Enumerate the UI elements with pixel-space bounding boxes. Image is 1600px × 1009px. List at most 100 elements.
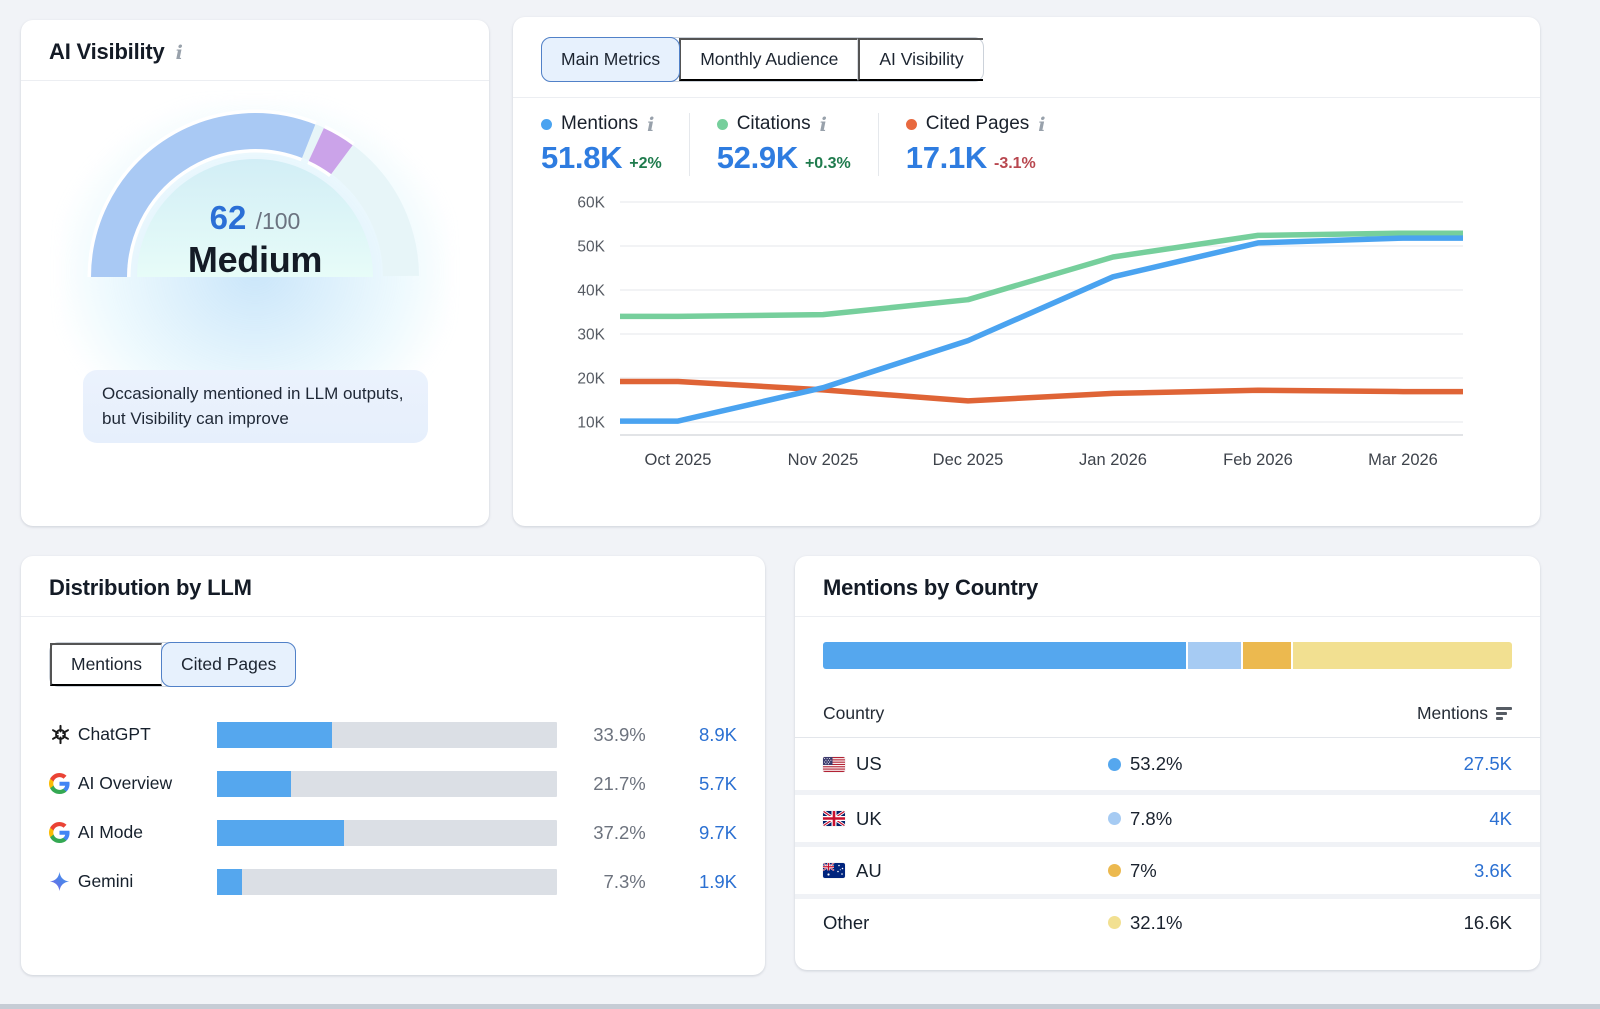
visibility-gauge: 62 /100 Medium bbox=[21, 81, 489, 411]
metric-name: Cited Pages bbox=[925, 113, 1030, 134]
country-dot bbox=[1108, 916, 1121, 929]
gauge-description: Occasionally mentioned in LLM outputs, b… bbox=[83, 370, 428, 444]
country-mentions-value: 16.6K bbox=[1463, 911, 1512, 933]
svg-text:40K: 40K bbox=[577, 283, 605, 300]
llm-rows: ChatGPT 33.9% 8.9K AI Overview 21.7% 5.7… bbox=[21, 687, 765, 906]
info-icon[interactable]: i bbox=[647, 113, 655, 136]
country-table: US 53.2% 27.5K UK 7.8% 4K AU 7% 3.6K Othe… bbox=[795, 738, 1540, 946]
metric-name: Citations bbox=[736, 113, 811, 134]
llm-bar-fill bbox=[217, 868, 242, 895]
country-stacked-bar bbox=[823, 642, 1512, 669]
table-header-divider bbox=[795, 737, 1540, 738]
country-mentions-value[interactable]: 4K bbox=[1489, 807, 1512, 829]
mentions-column-header[interactable]: Mentions bbox=[1417, 703, 1512, 724]
gauge-score: 62 bbox=[209, 199, 247, 236]
metric-delta: +2% bbox=[629, 155, 662, 172]
country-row-au: AU 7% 3.6K bbox=[795, 842, 1540, 894]
gauge-arc bbox=[87, 109, 419, 278]
llm-name: AI Overview bbox=[77, 773, 173, 793]
metric-dot bbox=[905, 118, 917, 130]
llm-row-chatgpt: ChatGPT 33.9% 8.9K bbox=[49, 710, 737, 759]
llm-value-link[interactable]: 5.7K bbox=[698, 772, 737, 794]
llm-tab-mentions[interactable]: Mentions bbox=[50, 643, 163, 686]
tab-main-metrics[interactable]: Main Metrics bbox=[541, 37, 681, 82]
country-row-uk: UK 7.8% 4K bbox=[795, 790, 1540, 842]
country-column-header: Country bbox=[823, 703, 885, 723]
metric-name: Mentions bbox=[561, 113, 639, 134]
llm-name: AI Mode bbox=[77, 822, 144, 842]
llm-bar-fill bbox=[217, 721, 333, 748]
metric-mentions: Mentions i 51.8K +2% bbox=[541, 113, 689, 176]
metric-cited-pages: Cited Pages i 17.1K -3.1% bbox=[877, 113, 1073, 176]
google-icon bbox=[49, 773, 78, 794]
metrics-chart-wrap: 10K 20K 30K 40K 50K 60K Oct 2025 Nov 2025 Dec 20… bbox=[513, 178, 1540, 485]
svg-text:30K: 30K bbox=[577, 327, 605, 344]
metric-citations: Citations i 52.9K +0.3% bbox=[688, 113, 878, 176]
country-name: US bbox=[856, 753, 882, 774]
svg-text:Dec 2025: Dec 2025 bbox=[933, 451, 1004, 469]
country-header-divider bbox=[795, 616, 1540, 617]
main-metrics-card: Main Metrics Monthly Audience AI Visibilit… bbox=[513, 17, 1540, 526]
google-icon bbox=[49, 822, 78, 843]
info-icon[interactable]: i bbox=[819, 113, 827, 136]
llm-value-link[interactable]: 9.7K bbox=[698, 821, 737, 843]
llm-tab-cited-pages[interactable]: Cited Pages bbox=[161, 642, 297, 687]
metrics-line-chart: 10K 20K 30K 40K 50K 60K Oct 2025 Nov 2025 Dec 20… bbox=[577, 195, 1463, 469]
tab-ai-visibility[interactable]: AI Visibility bbox=[858, 38, 983, 81]
ai-visibility-card: AI Visibility i 62 /100 Medium Occasiona… bbox=[21, 20, 489, 526]
llm-row-ai-overview: AI Overview 21.7% 5.7K bbox=[49, 759, 737, 808]
stack-segment-us bbox=[823, 642, 1187, 669]
chatgpt-icon bbox=[49, 723, 78, 746]
tab-monthly-audience[interactable]: Monthly Audience bbox=[679, 38, 859, 81]
llm-percent: 7.3% bbox=[603, 870, 646, 892]
llm-percent: 21.7% bbox=[593, 772, 646, 794]
metrics-summary-row: Mentions i 51.8K +2% Citations i 52.9K +0.… bbox=[513, 98, 1540, 178]
country-mentions-value[interactable]: 27.5K bbox=[1463, 753, 1512, 774]
gauge-score-block: 62 /100 Medium bbox=[21, 199, 489, 281]
svg-text:10K: 10K bbox=[577, 415, 605, 432]
llm-row-ai-mode: AI Mode 37.2% 9.7K bbox=[49, 808, 737, 857]
metric-value: 51.8K +2% bbox=[541, 140, 662, 175]
tabs-divider bbox=[513, 97, 1540, 98]
country-card-title: Mentions by Country bbox=[823, 575, 1038, 600]
metrics-tabgroup: Main Metrics Monthly Audience AI Visibilit… bbox=[541, 37, 984, 82]
country-mentions-value[interactable]: 3.6K bbox=[1473, 859, 1512, 881]
info-icon[interactable]: i bbox=[175, 41, 183, 64]
stack-segment-au bbox=[1243, 642, 1291, 669]
sort-descending-icon bbox=[1496, 707, 1512, 720]
gemini-icon bbox=[49, 871, 78, 892]
mentions-by-country-card: Mentions by Country Country Mentions US … bbox=[795, 556, 1540, 970]
uk-flag bbox=[823, 811, 845, 826]
llm-percent: 33.9% bbox=[593, 723, 646, 745]
header-divider bbox=[21, 80, 489, 81]
country-row-us: US 53.2% 27.5K bbox=[795, 738, 1540, 790]
distribution-by-llm-card: Distribution by LLM Mentions Cited Pages … bbox=[21, 556, 765, 975]
metric-delta: -3.1% bbox=[993, 155, 1036, 172]
llm-percent: 37.2% bbox=[593, 821, 646, 843]
svg-text:20K: 20K bbox=[577, 371, 605, 388]
svg-text:Jan 2026: Jan 2026 bbox=[1079, 451, 1147, 469]
llm-value-link[interactable]: 8.9K bbox=[698, 723, 737, 745]
llm-value-link[interactable]: 1.9K bbox=[698, 870, 737, 892]
llm-bar-fill bbox=[217, 819, 344, 846]
llm-name: ChatGPT bbox=[77, 724, 151, 744]
svg-text:60K: 60K bbox=[577, 195, 605, 212]
llm-bar bbox=[217, 721, 558, 748]
us-flag bbox=[823, 756, 845, 772]
window-bottom-edge bbox=[0, 1004, 1600, 1009]
llm-bar-fill bbox=[217, 770, 291, 797]
llm-header-divider bbox=[21, 616, 765, 617]
stack-segment-uk bbox=[1188, 642, 1242, 669]
country-name: UK bbox=[856, 807, 882, 829]
au-flag bbox=[823, 863, 845, 878]
info-icon[interactable]: i bbox=[1038, 113, 1046, 136]
metric-dot bbox=[541, 118, 552, 130]
country-percent: 7.8% bbox=[1130, 807, 1173, 829]
country-dot bbox=[1108, 757, 1121, 771]
ai-visibility-card-title: AI Visibility bbox=[49, 39, 165, 64]
country-percent: 7% bbox=[1130, 859, 1157, 881]
llm-bar bbox=[217, 868, 558, 895]
country-name: AU bbox=[856, 859, 882, 881]
svg-text:Oct 2025: Oct 2025 bbox=[645, 451, 712, 469]
llm-card-title: Distribution by LLM bbox=[49, 575, 252, 600]
